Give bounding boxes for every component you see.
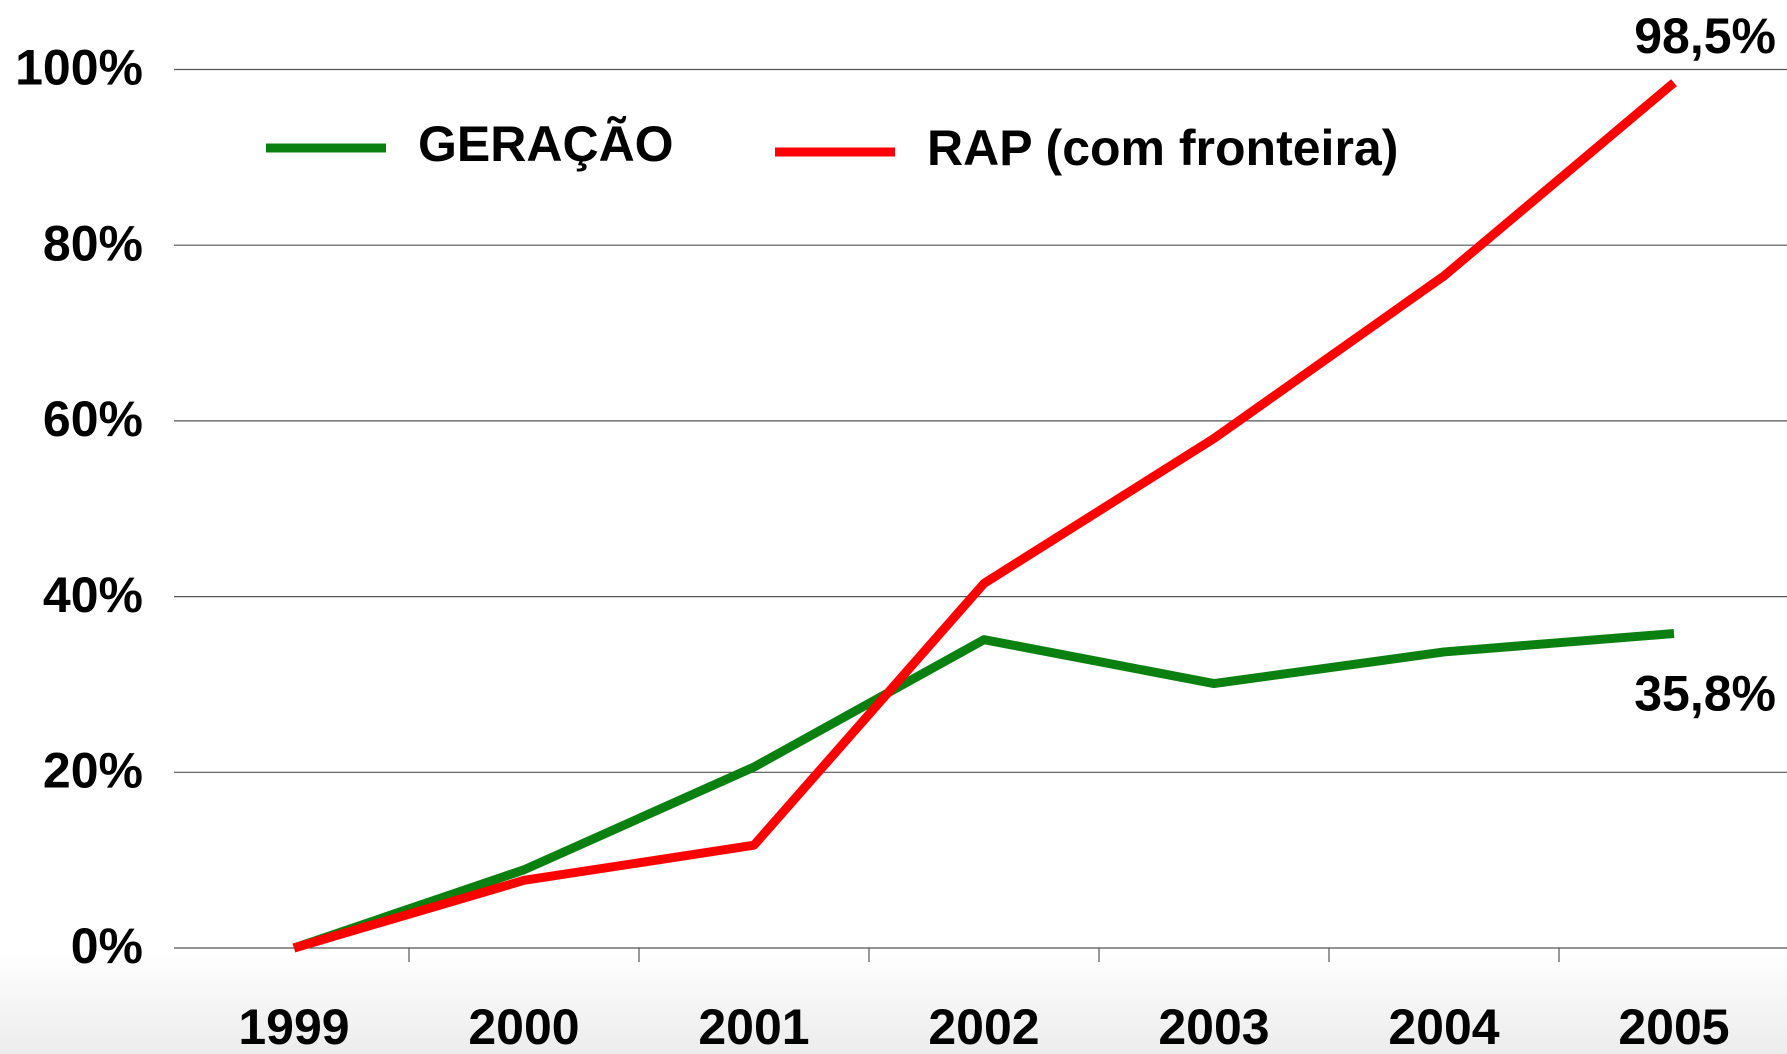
legend-label: GERAÇÃO <box>418 116 674 172</box>
x-tick-label: 2001 <box>698 999 809 1054</box>
series-line <box>292 629 1675 953</box>
y-tick-label: 20% <box>43 743 143 799</box>
value-label: 35,8% <box>1634 666 1776 722</box>
x-tick-label: 2003 <box>1158 999 1269 1054</box>
x-tick-label: 2000 <box>468 999 579 1054</box>
y-tick-label: 60% <box>43 391 143 447</box>
y-tick-label: 40% <box>43 567 143 623</box>
y-tick-label: 100% <box>15 40 143 96</box>
value-label: 98,5% <box>1634 8 1776 64</box>
series-line <box>292 79 1677 953</box>
x-tick-label: 1999 <box>238 999 349 1054</box>
x-tick-label: 2004 <box>1388 999 1499 1054</box>
x-tick-label: 2002 <box>928 999 1039 1054</box>
legend-label: RAP (com fronteira) <box>927 120 1398 176</box>
y-tick-label: 80% <box>43 215 143 271</box>
y-tick-label: 0% <box>71 918 143 974</box>
x-tick-label: 2005 <box>1618 999 1729 1054</box>
